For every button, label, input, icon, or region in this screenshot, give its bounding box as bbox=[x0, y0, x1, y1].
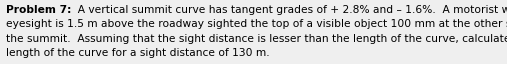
Text: Problem 7:: Problem 7: bbox=[6, 5, 71, 15]
Text: the summit.  Assuming that the sight distance is lesser than the length of the c: the summit. Assuming that the sight dist… bbox=[6, 34, 507, 44]
Text: length of the curve for a sight distance of 130 m.: length of the curve for a sight distance… bbox=[6, 48, 270, 58]
Text: eyesight is 1.5 m above the roadway sighted the top of a visible object 100 mm a: eyesight is 1.5 m above the roadway sigh… bbox=[6, 19, 507, 29]
Text: A vertical summit curve has tangent grades of + 2.8% and – 1.6%.  A motorist who: A vertical summit curve has tangent grad… bbox=[71, 5, 507, 15]
